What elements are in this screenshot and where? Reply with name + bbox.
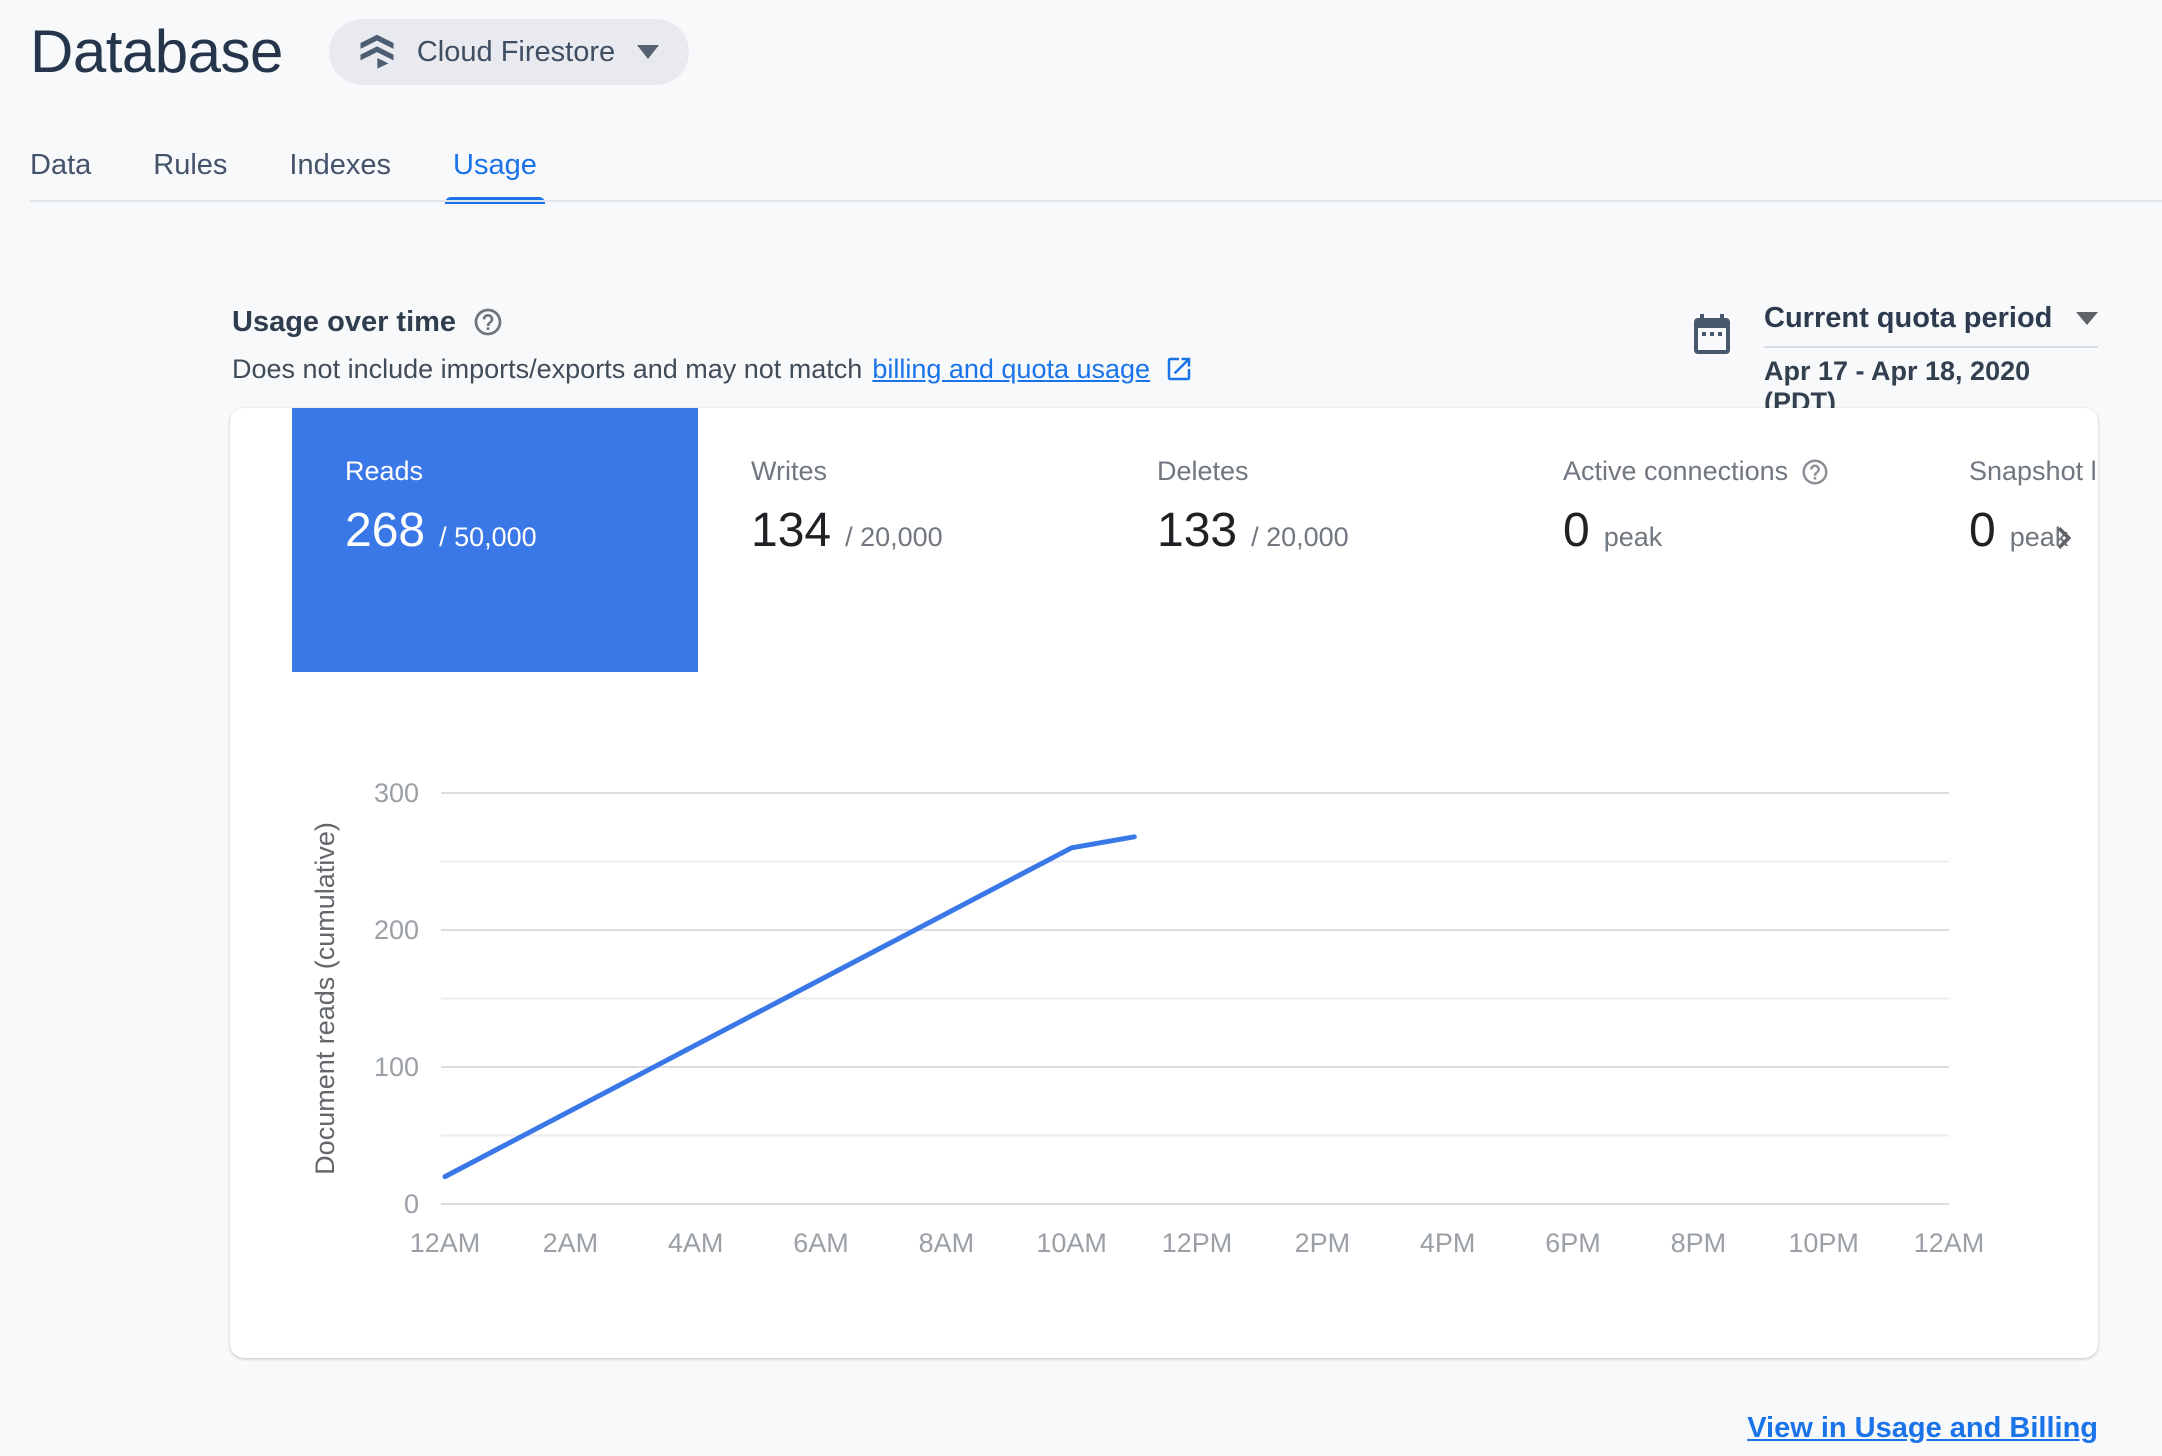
- x-axis-tick-label: 6AM: [793, 1228, 849, 1258]
- billing-quota-usage-link[interactable]: billing and quota usage: [872, 354, 1151, 384]
- usage-line-chart: 0 100 200 300 12AM 2AM 4AM 6AM 8AM 10AM 12PM 2PM 4PM…: [310, 778, 1985, 1258]
- usage-section-header: Usage over time Does not include imports…: [232, 303, 1194, 387]
- calendar-icon: [1688, 310, 1736, 358]
- x-axis-tick-label: 12AM: [1914, 1228, 1985, 1258]
- chevron-down-icon: [2076, 311, 2098, 325]
- tab-bar: Data Rules Indexes Usage: [30, 148, 2162, 204]
- reads-series-line: [442, 834, 1137, 1180]
- firestore-icon: [355, 30, 399, 74]
- x-axis-tick-label: 2AM: [543, 1228, 599, 1258]
- x-axis-tick-label: 6PM: [1545, 1228, 1601, 1258]
- metric-label: Deletes: [1157, 456, 1249, 486]
- y-axis-tick-label: 300: [374, 778, 419, 808]
- usage-subtitle: Does not include imports/exports and may…: [232, 351, 1194, 387]
- tab-divider: [30, 200, 2162, 202]
- carousel-next-button[interactable]: [2042, 516, 2086, 560]
- metric-label: Snapshot listeners: [1969, 456, 2098, 486]
- y-axis-tick-label: 100: [374, 1052, 419, 1082]
- metric-value: 0: [1969, 504, 1996, 557]
- x-axis-tick-label: 8AM: [919, 1228, 975, 1258]
- metric-suffix: / 20,000: [845, 522, 943, 552]
- metric-suffix: / 50,000: [439, 522, 537, 552]
- metric-label: Reads: [345, 456, 424, 486]
- page-header: Database Cloud Firestore: [30, 16, 690, 88]
- metric-value: 134: [751, 504, 832, 557]
- metric-tile-writes[interactable]: Writes 134 / 20,000: [698, 408, 1104, 672]
- metric-suffix: peak: [1603, 522, 1663, 552]
- metric-tile-snapshot-listeners[interactable]: Snapshot listeners 0 peak: [1916, 408, 2098, 672]
- y-axis-tick-label: 200: [374, 915, 419, 945]
- metric-value: 268: [345, 504, 426, 557]
- external-link-icon: [1164, 354, 1194, 384]
- help-icon[interactable]: [472, 306, 504, 338]
- metric-label: Active connections: [1563, 456, 1789, 486]
- x-axis-tick-label: 2PM: [1295, 1228, 1351, 1258]
- y-axis-tick-label: 0: [404, 1189, 419, 1219]
- x-axis-tick-label: 8PM: [1671, 1228, 1727, 1258]
- quota-period-range: Apr 17 - Apr 18, 2020 (PDT): [1764, 356, 2031, 417]
- usage-subtitle-text: Does not include imports/exports and may…: [232, 354, 863, 384]
- y-axis-title: Document reads (cumulative): [310, 822, 340, 1175]
- view-usage-billing-link[interactable]: View in Usage and Billing: [1747, 1412, 2098, 1444]
- metric-value: 133: [1157, 504, 1238, 557]
- metric-value: 0: [1563, 504, 1590, 557]
- product-selector-label: Cloud Firestore: [416, 35, 616, 68]
- metric-tile-deletes[interactable]: Deletes 133 / 20,000: [1104, 408, 1510, 672]
- metric-tile-active-connections[interactable]: Active connections 0 peak: [1510, 408, 1916, 672]
- product-selector[interactable]: Cloud Firestore: [328, 19, 690, 85]
- tab-indexes[interactable]: Indexes: [289, 149, 391, 181]
- chevron-down-icon: [637, 45, 660, 59]
- quota-period-dropdown[interactable]: Current quota period: [1764, 300, 2098, 348]
- help-icon[interactable]: [1800, 457, 1830, 487]
- x-axis-tick-label: 12PM: [1162, 1228, 1233, 1258]
- x-axis-tick-label: 4AM: [668, 1228, 724, 1258]
- tab-rules[interactable]: Rules: [153, 149, 228, 181]
- chevron-right-icon: [2057, 527, 2072, 549]
- x-axis-tick-label: 10AM: [1036, 1228, 1107, 1258]
- quota-period-label: Current quota period: [1764, 302, 2053, 334]
- metric-tiles: Reads 268 / 50,000 Writes 134 / 20,000 D…: [292, 408, 2098, 672]
- metric-label: Writes: [751, 456, 828, 486]
- tab-usage[interactable]: Usage: [445, 148, 545, 204]
- quota-period-block: Current quota period Apr 17 - Apr 18, 20…: [1688, 300, 2098, 418]
- usage-card: Reads 268 / 50,000 Writes 134 / 20,000 D…: [230, 408, 2098, 1358]
- metric-suffix: / 20,000: [1251, 522, 1349, 552]
- metric-tile-reads[interactable]: Reads 268 / 50,000: [292, 408, 698, 672]
- tab-data[interactable]: Data: [30, 149, 92, 181]
- x-axis-tick-label: 4PM: [1420, 1228, 1476, 1258]
- x-axis-tick-label: 10PM: [1788, 1228, 1859, 1258]
- x-axis-tick-label: 12AM: [410, 1228, 481, 1258]
- page-title: Database: [30, 18, 283, 85]
- usage-chart: 0 100 200 300 12AM 2AM 4AM 6AM 8AM 10AM 12PM 2PM 4PM…: [230, 738, 2098, 1338]
- usage-over-time-heading: Usage over time: [232, 306, 457, 338]
